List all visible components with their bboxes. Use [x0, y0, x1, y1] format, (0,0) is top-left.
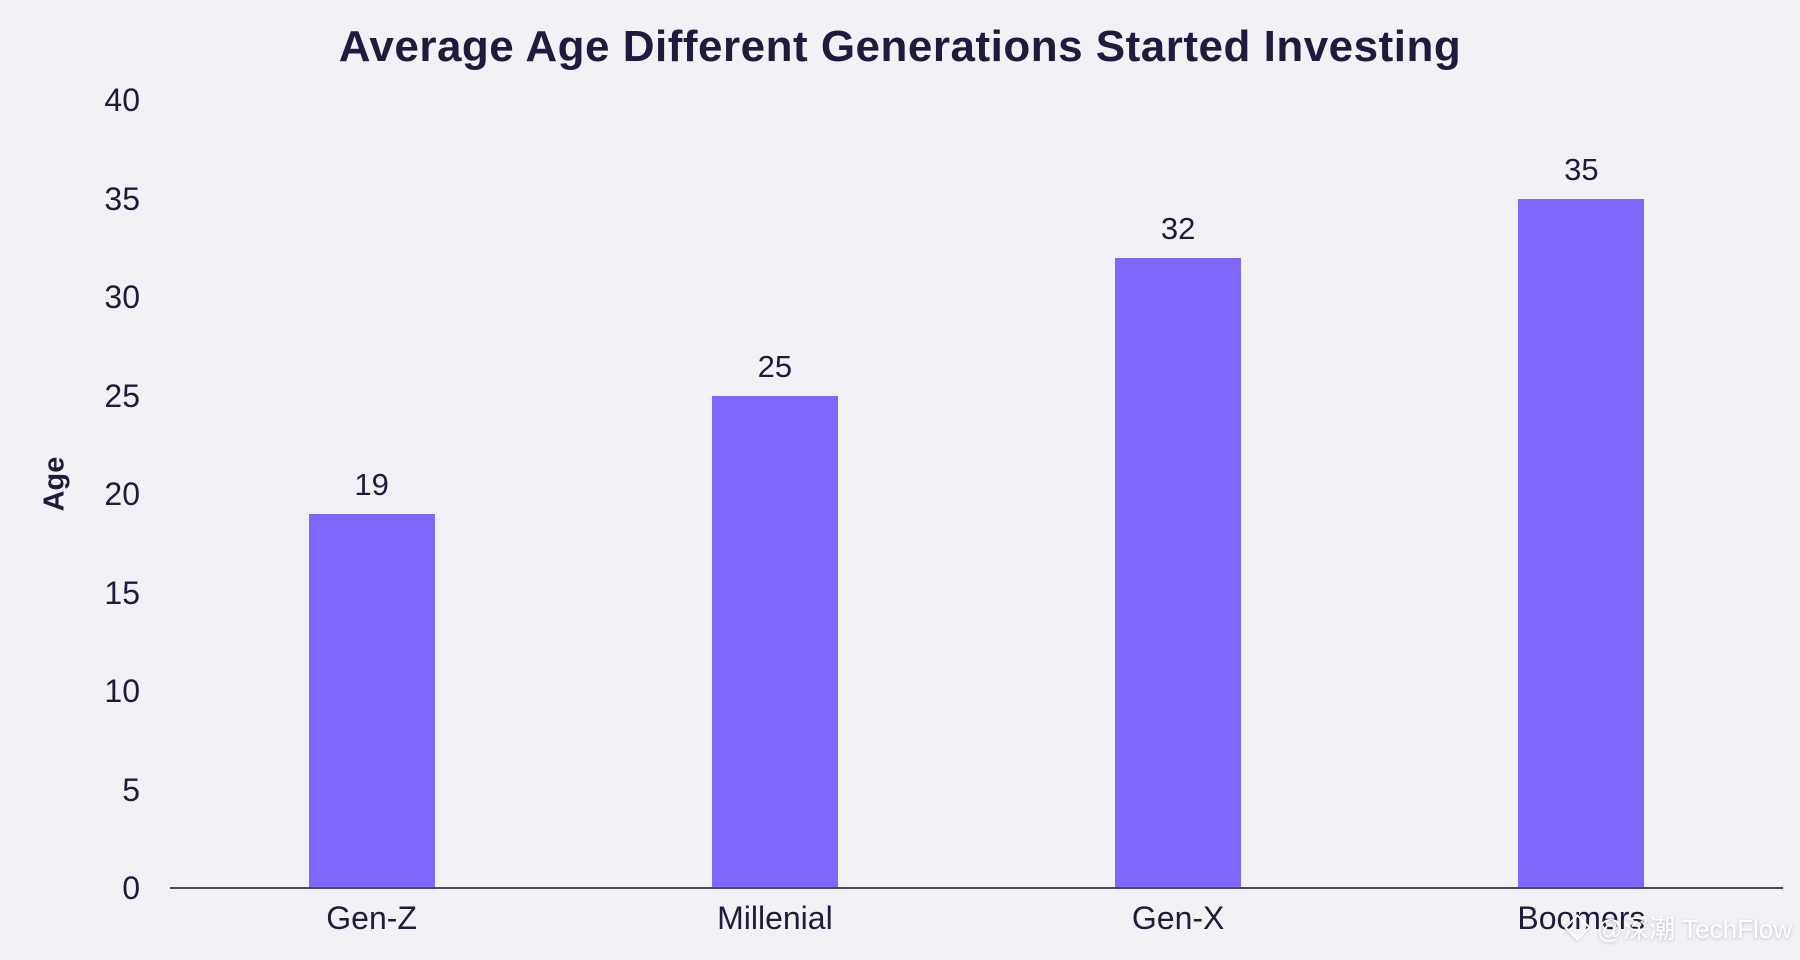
- x-tick-label-millenial: Millenial: [717, 900, 833, 936]
- bar-gen-x: [1115, 257, 1242, 888]
- y-tick-label: 5: [122, 771, 140, 808]
- bar-value-label: 32: [1160, 210, 1196, 246]
- y-tick-label: 25: [104, 377, 140, 414]
- x-axis-line: [170, 887, 1783, 889]
- y-tick-label: 0: [122, 870, 140, 906]
- x-tick-label-gen-z: Gen-Z: [326, 900, 417, 936]
- bar-value-label: 25: [757, 348, 793, 384]
- y-tick-label: 30: [104, 279, 140, 315]
- bar-value-label: 19: [354, 466, 389, 502]
- bar-boomers: [1518, 198, 1645, 888]
- y-tick-label: 10: [104, 673, 140, 709]
- x-tick-label-gen-x: Gen-X: [1131, 900, 1225, 936]
- bar-value-label: 35: [1564, 151, 1599, 187]
- x-tick-label-boomers: Boomers: [1517, 900, 1646, 936]
- watermark-text: @深潮 TechFlow: [1596, 914, 1792, 944]
- diamond-logo-icon: [1563, 914, 1591, 941]
- watermark: @深潮 TechFlow: [1563, 909, 1792, 946]
- y-tick-label: 15: [104, 574, 140, 611]
- bar-gen-z: [308, 513, 435, 888]
- bar-millenial: [711, 395, 838, 888]
- y-tick-label: 35: [104, 180, 140, 217]
- y-tick-label: 20: [104, 476, 140, 512]
- chart-title: Average Age Different Generations Starte…: [338, 22, 1462, 71]
- y-tick-label: 40: [104, 82, 140, 118]
